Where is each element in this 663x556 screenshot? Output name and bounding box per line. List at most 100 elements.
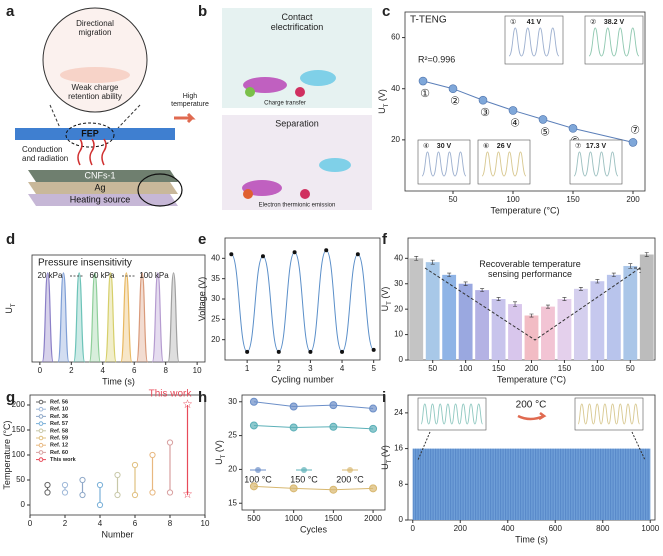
legend-label: Ref. 57: [50, 421, 68, 427]
diagram-text-line: retention ability: [68, 92, 122, 101]
legend-label: Ref. 60: [50, 450, 68, 456]
y-tick-label: 35: [211, 274, 220, 283]
data-point: [418, 76, 428, 86]
axis-label-part: T: [387, 301, 393, 305]
panel-label: g: [6, 389, 15, 406]
x-tick-label: 8: [168, 519, 173, 528]
panel-label: f: [382, 231, 388, 248]
panel-label: d: [6, 231, 15, 248]
bar: [508, 304, 522, 360]
y-tick-label: 0: [399, 355, 404, 364]
range-marker: [79, 491, 86, 499]
diagram-text-line: Weak charge: [72, 83, 120, 92]
y-tick-label: 16: [394, 444, 403, 453]
axis-label-part: Temperature (°C): [2, 420, 12, 489]
negative-charge: [300, 189, 310, 199]
data-point: [508, 106, 518, 115]
data-point: [276, 349, 281, 354]
axis-label-part: U: [377, 107, 387, 114]
error-bar: [463, 281, 468, 286]
data-point: [448, 84, 458, 94]
x-tick-label: 2000: [364, 514, 382, 523]
signal-stripes: [412, 448, 651, 520]
range-marker: [114, 491, 121, 499]
x-tick-label: 1500: [324, 514, 342, 523]
data-point: [308, 349, 313, 354]
data-point: [355, 252, 360, 257]
legend-label: This work: [50, 457, 77, 463]
axis-label-part: Voltage (V): [197, 277, 207, 322]
x-axis-label: Time (s): [102, 376, 135, 386]
axis-label: UT: [4, 303, 16, 314]
data-point: [292, 250, 297, 255]
x-tick-label: 150: [492, 364, 506, 373]
x-tick-label: 500: [247, 514, 261, 523]
data-point: [369, 424, 378, 433]
x-tick-label: 600: [549, 524, 563, 533]
axis-label-part: T: [221, 454, 227, 458]
error-bar: [529, 313, 534, 318]
inset-label: ②: [590, 18, 596, 26]
inset: [569, 139, 623, 185]
plot-frame: [404, 11, 646, 192]
diagram-text: Separation: [275, 118, 319, 128]
range-marker: [96, 501, 104, 509]
legend-label: 150 °C: [290, 474, 318, 484]
error-bar: [447, 272, 452, 277]
zoom-circle: [42, 7, 148, 113]
axis-label: Voltage (V): [197, 277, 207, 322]
data-point: [289, 402, 298, 411]
x-tick-label: 2: [69, 366, 74, 375]
x-tick-label: 150: [566, 195, 580, 204]
diagram-text: Weak charge retention ability: [68, 83, 122, 101]
bar: [557, 299, 572, 360]
axis-label: Temperature (°C): [2, 420, 12, 489]
pressure-peak: [104, 272, 117, 363]
x-tick-label: 1000: [285, 514, 303, 523]
zoom-line: [49, 104, 61, 129]
pressure-peak: [135, 272, 149, 363]
panel-label: e: [198, 231, 206, 248]
x-tick-label: 4: [340, 364, 345, 373]
range-marker: [131, 491, 139, 499]
legend-label: 200 °C: [336, 474, 364, 484]
diagram-text-line: temperature: [171, 101, 209, 108]
layer-label: CNFs-1: [85, 170, 116, 180]
y-tick-label: 25: [211, 314, 220, 323]
legend-marker: [38, 450, 44, 455]
error-bar: [628, 263, 633, 269]
diagram-text: Conduction and radiation: [22, 145, 68, 163]
legend-marker: [38, 421, 44, 426]
error-bar: [414, 256, 419, 261]
axis-label-part: T: [384, 103, 390, 107]
data-point: [249, 482, 258, 491]
layer-highlight: [137, 173, 183, 207]
diagram-text: High temperature: [171, 93, 209, 108]
point-label: ⑤: [540, 126, 550, 138]
range-marker: [131, 461, 139, 469]
chart-title-line: sensing performance: [488, 269, 572, 279]
error-bar: [513, 301, 518, 307]
diagram-text: Charge transfer: [264, 101, 306, 107]
contact-material: [300, 70, 336, 86]
x-tick-label: 3: [308, 364, 313, 373]
inset-wave: [420, 403, 484, 425]
annotation: 200 °C: [516, 400, 547, 411]
data-point: [249, 421, 258, 430]
diagram-text-line: High: [183, 93, 198, 100]
x-tick-label: 100: [506, 195, 520, 204]
pressure-label: 60 kPa: [90, 271, 115, 280]
panel-label: h: [198, 389, 207, 406]
x-tick-label: 2: [63, 519, 68, 528]
chart-title: Recoverable temperature sensing performan…: [479, 259, 581, 279]
point-label: ⑦: [630, 124, 640, 136]
pressure-peak: [88, 272, 102, 363]
bar: [541, 306, 555, 360]
error-bar: [644, 252, 649, 257]
data-point: [340, 349, 345, 354]
data-point: [260, 254, 265, 259]
legend-marker: [38, 406, 44, 412]
inset-wave: [481, 151, 527, 177]
range-marker: [44, 481, 51, 489]
